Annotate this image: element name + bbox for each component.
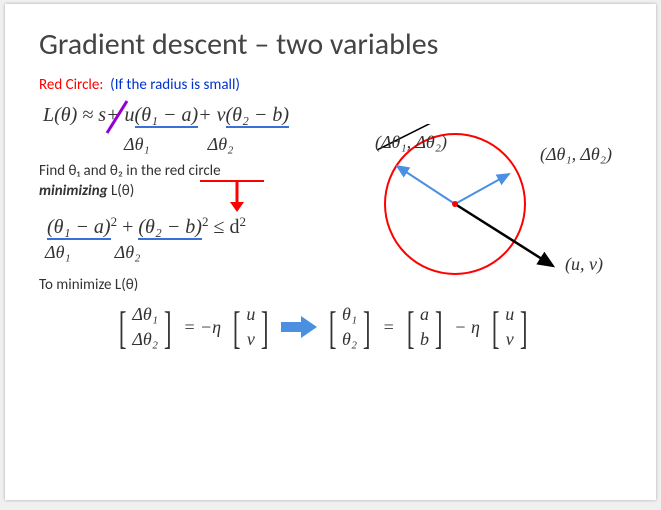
- label-uv: (u, v): [565, 254, 603, 275]
- label-dtheta-plain: (Δθ₁, Δθ₂): [540, 144, 612, 165]
- m-c5a: u: [505, 302, 514, 327]
- subtitle-red: Red Circle:: [39, 76, 103, 94]
- minimize-word: minimizing: [39, 182, 108, 200]
- to-minimize-text: To minimize L(θ): [39, 276, 138, 294]
- m-min: − η: [454, 317, 480, 338]
- label-dtheta-struck: (Δθ₁, Δθ₂): [375, 132, 447, 153]
- equation-constraint: (θ₁ − a)2 + (θ₂ − b)2 ≤ d2: [47, 214, 246, 239]
- equation-taylor: L(θ) ≈ s+ u(θ₁ − a)+ v(θ₂ − b): [43, 104, 289, 127]
- vector-dtheta-pos: [455, 174, 509, 204]
- delta-labels-eq2: Δθ₁ Δθ₂: [45, 242, 140, 263]
- m-c2a: u: [246, 302, 255, 327]
- eq1-mid1: + u: [106, 104, 135, 126]
- matrix-uv: [ u v ]: [229, 300, 273, 354]
- eq2-rhs: ≤ d: [208, 216, 239, 238]
- matrix-theta: [ θ₁ θ₂ ]: [325, 300, 375, 354]
- m-c1b: Δθ₂: [132, 327, 158, 352]
- matrix-equation: [ Δθ₁ Δθ₂ ] = −η [ u v ] [ θ₁ θ₂ ] = [ a…: [115, 300, 532, 354]
- matrix-dtheta: [ Δθ₁ Δθ₂ ]: [115, 300, 175, 354]
- vector-uv: [455, 204, 553, 266]
- delta-labels-eq1: Δθ₁ Δθ₂: [124, 134, 233, 155]
- m-c2b: v: [247, 327, 255, 352]
- find-text: Find θ₁ and θ₂ in the red circle: [39, 162, 221, 180]
- m-c3b: θ₂: [342, 327, 357, 352]
- red-arrow-down-icon: [228, 182, 246, 212]
- minimize-suffix: L(θ): [108, 182, 135, 200]
- slide: { "title": "Gradient descent – two varia…: [5, 4, 656, 500]
- minimize-text: minimizing L(θ): [39, 182, 134, 200]
- eq1-lhs: L(θ) ≈ s: [43, 104, 106, 126]
- subtitle: Red Circle: (If the radius is small): [39, 76, 240, 94]
- m-c5b: v: [506, 327, 514, 352]
- eq1-theta2-b: (θ₂ − b): [226, 104, 290, 128]
- m-c4b: b: [420, 327, 429, 352]
- subtitle-blue: (If the radius is small): [110, 76, 240, 94]
- m-c3a: θ₁: [342, 302, 357, 327]
- arrow-right-icon: [281, 315, 317, 339]
- eq2-b: (θ₂ − b): [138, 216, 202, 240]
- delta2-theta2: Δθ₂: [115, 242, 141, 263]
- vector-dtheta-neg: [397, 166, 455, 204]
- matrix-ab: [ a b ]: [403, 300, 447, 354]
- eq2-a: (θ₁ − a): [47, 216, 111, 240]
- page-title: Gradient descent – two variables: [39, 26, 438, 63]
- delta-theta1: Δθ₁: [124, 134, 150, 155]
- m-c1a: Δθ₁: [132, 302, 158, 327]
- delta2-theta1: Δθ₁: [45, 242, 71, 263]
- center-dot: [452, 201, 458, 207]
- m-eq1: = −η: [183, 317, 221, 338]
- delta-theta2: Δθ₂: [208, 134, 234, 155]
- eq1-theta1-a: (θ₁ − a): [135, 104, 199, 128]
- matrix-uv2: [ u v ]: [488, 300, 532, 354]
- m-c4a: a: [420, 302, 429, 327]
- m-eq2: =: [382, 317, 394, 338]
- eq1-mid2: + v: [198, 104, 225, 126]
